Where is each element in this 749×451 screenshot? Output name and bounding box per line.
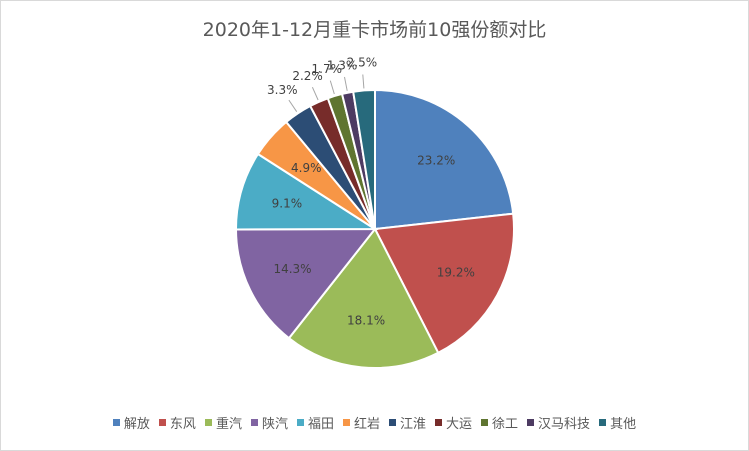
legend-label: 红岩 xyxy=(353,417,380,432)
legend-label: 福田 xyxy=(307,417,334,432)
data-label-10: 1.3% xyxy=(327,58,358,72)
data-label-6: 4.9% xyxy=(291,161,322,175)
pie-slice-4 xyxy=(234,227,378,340)
leader-line-11 xyxy=(362,74,365,89)
leader-line-10 xyxy=(344,76,348,91)
legend-item-4: 陕汽 xyxy=(250,413,288,432)
legend-swatch xyxy=(204,419,212,426)
data-label-3: 18.1% xyxy=(347,313,385,327)
legend-item-6: 红岩 xyxy=(342,413,380,432)
legend-swatch xyxy=(599,419,607,426)
data-label-1: 23.2% xyxy=(417,154,455,168)
legend-item-9: 徐工 xyxy=(481,413,518,432)
data-label-4: 14.3% xyxy=(273,262,311,276)
legend-label: 陕汽 xyxy=(261,417,288,432)
legend-item-2: 东风 xyxy=(158,413,196,432)
pie-slice-1 xyxy=(374,88,515,231)
data-label-5: 9.1% xyxy=(272,196,303,210)
legend-label: 汉马科技 xyxy=(538,417,591,432)
legend: 解放 东风 重汽 陕汽 福田 红岩 江淮 大运 徐工 汉马科技 其他 xyxy=(1,413,748,432)
legend-label: 解放 xyxy=(123,417,150,432)
legend-swatch xyxy=(158,419,166,426)
data-label-11: 2.5% xyxy=(347,56,378,70)
data-label-9: 1.7% xyxy=(312,62,343,76)
legend-swatch xyxy=(296,419,304,426)
legend-label: 其他 xyxy=(610,417,637,432)
legend-swatch xyxy=(342,419,350,426)
legend-swatch xyxy=(527,419,535,426)
legend-item-10: 汉马科技 xyxy=(527,413,590,432)
pie-slice-2 xyxy=(373,212,515,355)
data-label-2: 19.2% xyxy=(437,266,475,280)
leader-line-8 xyxy=(311,86,319,101)
data-label-7: 3.3% xyxy=(267,83,298,97)
pie-slice-11 xyxy=(352,88,376,230)
legend-label: 重汽 xyxy=(215,417,242,432)
legend-label: 江淮 xyxy=(400,417,427,432)
legend-swatch xyxy=(435,419,443,426)
leader-line-9 xyxy=(329,80,335,95)
legend-item-11: 其他 xyxy=(599,413,636,432)
legend-item-7: 江淮 xyxy=(389,413,426,432)
legend-swatch xyxy=(389,419,396,426)
legend-label: 东风 xyxy=(169,417,196,432)
legend-item-1: 解放 xyxy=(112,413,150,432)
legend-item-3: 重汽 xyxy=(204,413,242,432)
chart-title: 2020年1-12月重卡市场前10强份额对比 xyxy=(202,19,547,41)
legend-label: 大运 xyxy=(446,417,473,432)
data-label-8: 2.2% xyxy=(292,69,323,83)
legend-label: 徐工 xyxy=(492,417,519,432)
legend-item-8: 大运 xyxy=(435,413,472,432)
legend-swatch xyxy=(481,419,489,426)
pie-slice-5 xyxy=(234,152,379,231)
pie-slice-3 xyxy=(287,227,440,369)
leader-line-7 xyxy=(288,99,298,112)
legend-swatch xyxy=(250,419,258,426)
legend-item-5: 福田 xyxy=(296,413,334,432)
legend-swatch xyxy=(112,419,120,426)
